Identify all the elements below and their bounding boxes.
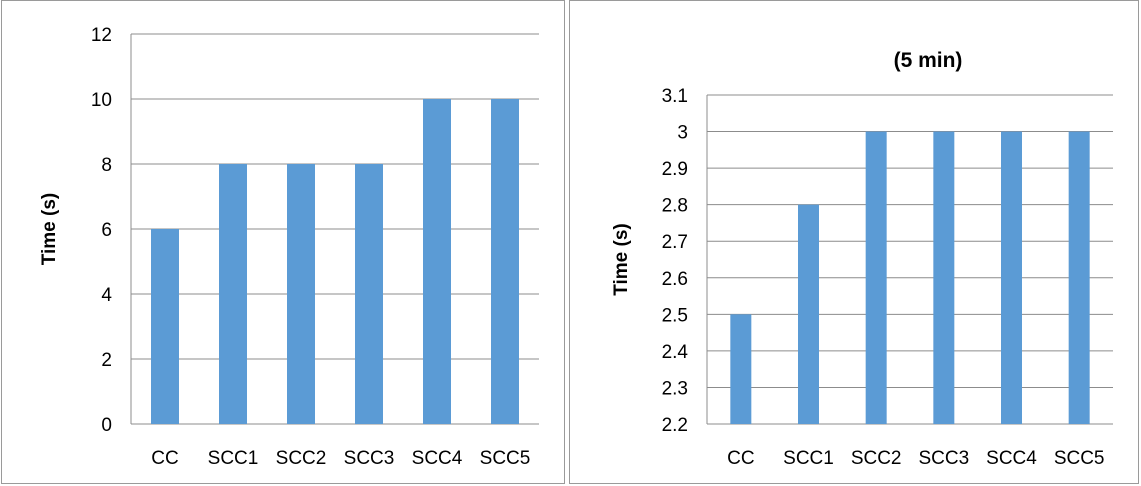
- bar: [933, 131, 955, 425]
- y-tick-label: 2.9: [662, 159, 688, 180]
- chart-title: (5 min): [894, 49, 963, 72]
- x-tick-label: SCC3: [918, 448, 969, 469]
- bar: [219, 164, 247, 424]
- x-tick-label: CC: [727, 448, 754, 469]
- y-tick-label: 2.2: [662, 415, 688, 436]
- chart-panel-left: 0 2 4 6 8 10 12 CC SCC1 SCC2 SCC3 SCC4 SCC5 Time (s): [1, 0, 565, 484]
- y-tick-label: 8: [101, 155, 112, 176]
- bar: [423, 99, 451, 424]
- x-tick-label: CC: [151, 448, 178, 469]
- y-tick-label: 3: [677, 123, 688, 144]
- chart-panel-right: 2.2 2.3 2.4 2.5 2.6 2.7 2.8 2.9 3 3.1 CC SCC1 SCC2 SC…: [569, 0, 1139, 484]
- bar: [798, 204, 819, 424]
- x-tick-label: SCC1: [208, 448, 259, 469]
- x-tick-label: SCC5: [1054, 448, 1105, 469]
- bar: [1001, 131, 1022, 425]
- x-tick-label: SCC3: [344, 448, 395, 469]
- x-tick-label: SCC2: [276, 448, 327, 469]
- bar: [1068, 131, 1090, 425]
- y-tick-label: 3.1: [662, 86, 688, 107]
- x-tick-label: SCC1: [783, 448, 834, 469]
- y-tick-label: 2.3: [662, 378, 688, 399]
- bar: [491, 99, 519, 424]
- y-tick-label: 2.4: [662, 342, 689, 363]
- y-axis-label: Time (s): [611, 223, 632, 296]
- x-tick-label: SCC4: [986, 448, 1037, 469]
- bar: [287, 164, 315, 424]
- y-tick-label: 12: [91, 25, 112, 46]
- y-axis-label: Time (s): [39, 193, 60, 266]
- y-tick-label: 2.5: [662, 305, 688, 326]
- y-tick-label: 0: [101, 415, 112, 436]
- y-tick-label: 4: [101, 285, 112, 306]
- bar: [355, 164, 383, 424]
- bar-chart-right: 2.2 2.3 2.4 2.5 2.6 2.7 2.8 2.9 3 3.1 CC SCC1 SCC2 SC…: [611, 49, 1113, 469]
- y-tick-label: 2.7: [662, 232, 688, 253]
- bar-chart-left: 0 2 4 6 8 10 12 CC SCC1 SCC2 SCC3 SCC4 SCC5 Time (s): [39, 25, 539, 469]
- y-tick-label: 6: [101, 220, 112, 241]
- bar: [151, 229, 179, 424]
- y-tick-label: 2.6: [662, 269, 688, 290]
- x-tick-label: SCC5: [480, 448, 531, 469]
- x-tick-label: SCC2: [851, 448, 902, 469]
- y-tick-label: 2.8: [662, 196, 688, 217]
- bar: [730, 314, 752, 424]
- bar: [865, 131, 887, 425]
- y-tick-label: 10: [91, 90, 112, 111]
- x-tick-label: SCC4: [412, 448, 463, 469]
- y-tick-label: 2: [101, 350, 112, 371]
